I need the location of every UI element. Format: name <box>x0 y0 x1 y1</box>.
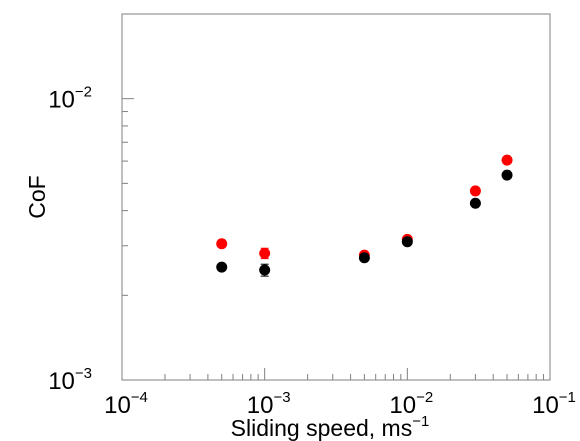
y-axis-label: CoF <box>24 175 50 218</box>
x-tick-label: 10−2 <box>389 389 433 419</box>
data-point-red <box>469 185 481 197</box>
data-point-red <box>259 247 271 259</box>
x-tick-label: 10−1 <box>532 389 576 419</box>
data-point-black <box>401 236 413 248</box>
data-points <box>216 154 513 276</box>
y-tick-label: 10−3 <box>48 365 92 395</box>
x-tick-label: 10−3 <box>247 389 291 419</box>
data-point-red <box>501 154 513 166</box>
x-tick-label: 10−4 <box>104 389 148 419</box>
data-point-black <box>216 261 228 273</box>
data-point-black <box>358 252 370 264</box>
y-tick-labels: 10−3 10−2 <box>48 84 92 395</box>
data-point-black <box>259 264 271 276</box>
data-point-black <box>501 169 513 181</box>
x-axis-label: Sliding speed, ms−1 <box>231 413 430 441</box>
plot-frame <box>121 13 551 381</box>
minor-ticks <box>121 13 544 381</box>
y-tick-label: 10−2 <box>48 84 92 114</box>
x-tick-labels: 10−4 10−3 10−2 10−1 <box>104 389 576 419</box>
data-point-black <box>469 197 481 209</box>
data-point-red <box>216 238 228 250</box>
